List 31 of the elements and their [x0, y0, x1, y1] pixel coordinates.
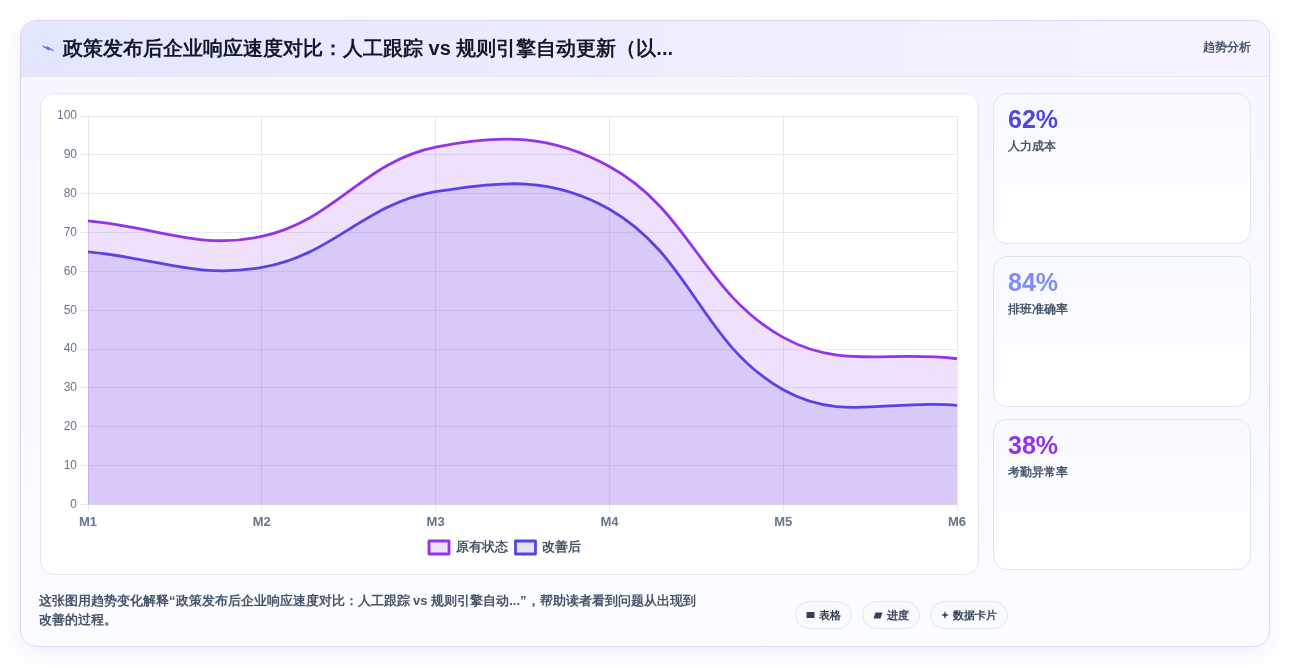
x-tick-label: M4: [600, 513, 620, 529]
text: 84%: [1008, 268, 1059, 296]
category-label: 人力成本: [1008, 138, 1057, 154]
y-tick-label: 100: [56, 108, 78, 123]
x-tick-label: M2: [252, 513, 271, 529]
chart-title: 政策发布后企业响应速度对比：人工跟踪 vs 规则引擎自动更新（以...: [63, 36, 674, 61]
y-tick-label: 0: [70, 496, 78, 511]
text: 38%: [1008, 431, 1059, 459]
y-tick-label: 20: [63, 419, 78, 434]
text: 62%: [1008, 105, 1059, 133]
y-tick-label: 70: [63, 224, 78, 239]
y-tick-label: 10: [63, 457, 78, 472]
y-tick-label: 80: [63, 185, 78, 200]
text: 数据卡片: [953, 607, 997, 623]
legend-label: 原有状态: [454, 539, 509, 555]
text: 表格: [819, 607, 841, 623]
x-tick-label: M5: [774, 513, 793, 529]
text: 趋势分析: [1203, 39, 1251, 55]
y-tick-label: 40: [63, 341, 78, 356]
text: 这张图用趋势变化解释“政策发布后企业响应速度对比：人工跟踪 vs 规则引擎自动...”，帮助读者看到问题从出现到改善的过程。: [39, 592, 697, 629]
y-tick-label: 60: [63, 263, 78, 278]
x-tick-label: M6: [947, 513, 967, 529]
text: 进度: [887, 607, 909, 623]
y-tick-label: 50: [63, 302, 78, 317]
category-label: 考勤异常率: [1008, 464, 1069, 480]
y-tick-label: 90: [63, 147, 78, 162]
category-label: 排班准确率: [1008, 301, 1069, 317]
x-tick-label: M1: [78, 513, 98, 529]
y-tick-label: 30: [63, 380, 78, 395]
x-tick-label: M3: [426, 513, 445, 529]
legend-label: 改善后: [542, 539, 581, 555]
